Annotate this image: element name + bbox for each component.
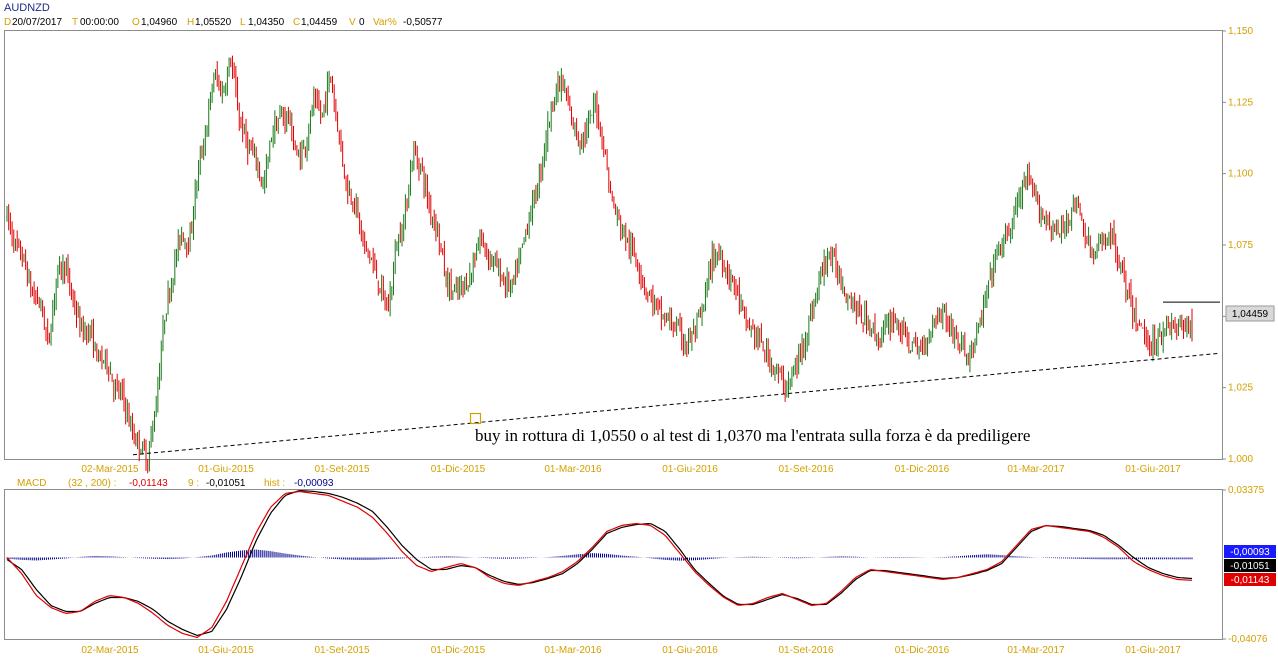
ohlc-close-key: C xyxy=(293,17,300,28)
ohlc-close: 1,04459 xyxy=(301,17,338,28)
macd-line-value-label: -0,01143 xyxy=(1231,575,1270,586)
symbol-title: AUDNZD xyxy=(4,2,50,14)
macd-line-value-box xyxy=(1224,573,1276,586)
ohlc-date-key: D xyxy=(4,17,11,28)
price-x-tick-label: 02-Mar-2015 xyxy=(81,464,139,475)
price-x-tick-label: 01-Dic-2015 xyxy=(431,464,486,475)
price-overlays xyxy=(132,301,1220,456)
price-y-tick-label: 1,125 xyxy=(1228,97,1253,108)
macd-x-tick-label: 01-Giu-2015 xyxy=(198,645,254,656)
price-y-tick-label: 1,150 xyxy=(1228,26,1253,37)
ohlc-open-key: O xyxy=(132,17,140,28)
last-price-label: 1,04459 xyxy=(1232,309,1269,320)
price-x-tick-label: 01-Set-2016 xyxy=(778,464,833,475)
ohlc-open: 1,04960 xyxy=(141,17,178,28)
macd-signal-value-box xyxy=(1224,559,1276,572)
macd-lines xyxy=(6,489,1193,639)
last-price-box xyxy=(1225,305,1275,322)
ohlc-high-key: H xyxy=(187,17,194,28)
price-x-tick-label: 01-Giu-2016 xyxy=(662,464,718,475)
macd-header: MACD (32 , 200) : -0,01143 9 : -0,01051 … xyxy=(17,478,334,489)
ohlc-var-key: Var% xyxy=(373,17,397,28)
price-y-tick-label: 1,000 xyxy=(1228,454,1253,465)
price-y-tick-label: 1,100 xyxy=(1228,169,1253,180)
macd-x-tick-label: 02-Mar-2015 xyxy=(81,645,139,656)
macd-value: -0,01143 xyxy=(129,478,168,489)
price-panel-frame xyxy=(4,30,1223,460)
macd-series-line xyxy=(6,491,1193,639)
macd-x-tick-label: 01-Dic-2015 xyxy=(431,645,486,656)
price-x-tick-label: 01-Giu-2017 xyxy=(1125,464,1181,475)
macd-x-axis: 02-Mar-2015 01-Giu-2015 01-Set-2015 01-Dic-… xyxy=(81,645,1181,656)
ohlc-low-key: L xyxy=(240,17,246,28)
ohlc-var: -0,50577 xyxy=(403,17,443,28)
macd-panel-frame xyxy=(4,489,1223,640)
ohlc-volume-key: V xyxy=(349,17,356,28)
price-x-tick-label: 01-Dic-2016 xyxy=(895,464,950,475)
macd-hist-value: -0,00093 xyxy=(294,478,334,489)
macd-hist-key: hist : xyxy=(264,478,285,489)
price-x-tick-label: 01-Giu-2015 xyxy=(198,464,254,475)
macd-series-line xyxy=(6,489,1193,637)
ohlc-time-key: T xyxy=(72,17,78,28)
macd-signal-key: 9 : xyxy=(188,478,199,489)
macd-hist-value-label: -0,00093 xyxy=(1230,547,1270,558)
ohlc-time: 00:00:00 xyxy=(80,17,119,28)
macd-x-tick-label: 01-Set-2015 xyxy=(314,645,369,656)
ohlc-header: D 20/07/2017 T 00:00:00 O 1,04960 H 1,05… xyxy=(4,17,443,28)
price-x-tick-label: 01-Mar-2017 xyxy=(1007,464,1065,475)
macd-x-tick-label: 01-Giu-2016 xyxy=(662,645,718,656)
macd-signal-value: -0,01051 xyxy=(206,478,246,489)
macd-y-tick-label: -0,04076 xyxy=(1228,634,1268,645)
macd-x-tick-label: 01-Mar-2016 xyxy=(544,645,602,656)
price-x-axis: 02-Mar-2015 01-Giu-2015 01-Set-2015 01-Dic-… xyxy=(81,464,1181,475)
macd-x-tick-label: 01-Set-2016 xyxy=(778,645,833,656)
annotation-text: buy in rottura di 1,0550 o al test di 1,… xyxy=(475,426,1030,445)
ohlc-high: 1,05520 xyxy=(195,17,232,28)
ohlc-date: 20/07/2017 xyxy=(12,17,62,28)
ohlc-volume: 0 xyxy=(359,17,365,28)
annotation-marker[interactable] xyxy=(469,412,482,425)
price-candles xyxy=(6,55,1193,474)
macd-y-axis: 0,03375 -0,04076 xyxy=(1222,485,1268,645)
price-x-tick-label: 01-Mar-2016 xyxy=(544,464,602,475)
macd-x-tick-label: 01-Dic-2016 xyxy=(895,645,950,656)
price-y-tick-label: 1,025 xyxy=(1228,383,1253,394)
macd-x-tick-label: 01-Giu-2017 xyxy=(1125,645,1181,656)
price-x-tick-label: 01-Set-2015 xyxy=(314,464,369,475)
macd-name: MACD xyxy=(17,478,46,489)
price-y-tick-label: 1,075 xyxy=(1228,240,1253,251)
macd-hist-value-box xyxy=(1224,545,1276,558)
macd-y-tick-label: 0,03375 xyxy=(1228,485,1265,496)
macd-signal-value-label: -0,01051 xyxy=(1230,561,1270,572)
macd-params: (32 , 200) : xyxy=(68,478,116,489)
macd-x-tick-label: 01-Mar-2017 xyxy=(1007,645,1065,656)
ohlc-low: 1,04350 xyxy=(248,17,285,28)
macd-histogram xyxy=(6,549,1193,561)
